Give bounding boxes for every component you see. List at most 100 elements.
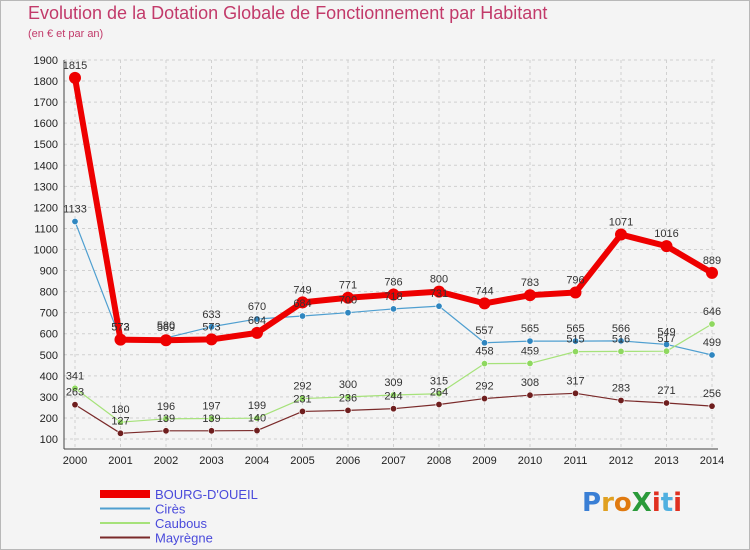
data-point-bourg-d-oueil <box>205 333 218 346</box>
data-point-caubous <box>662 347 670 355</box>
data-label-cir-s: 565 <box>566 323 584 335</box>
data-label-caubous: 516 <box>612 333 630 345</box>
y-tick-label: 1000 <box>34 245 58 257</box>
data-label-bourg-d-oueil: 786 <box>384 277 402 289</box>
data-label-cir-s: 1133 <box>63 203 87 215</box>
data-label-bourg-d-oueil: 744 <box>475 285 493 297</box>
data-label-mayr-gne: 271 <box>657 385 675 397</box>
data-point-cir-s <box>208 323 216 331</box>
data-label-mayr-gne: 308 <box>521 377 539 389</box>
data-point-mayr-gne <box>71 401 79 409</box>
data-label-bourg-d-oueil: 572 <box>111 322 129 334</box>
data-point-mayr-gne <box>117 429 125 437</box>
y-tick-label: 600 <box>40 329 58 341</box>
data-label-mayr-gne: 127 <box>111 415 129 427</box>
data-label-caubous: 199 <box>248 400 266 412</box>
data-point-mayr-gne <box>480 395 488 403</box>
x-tick-label: 2007 <box>381 455 405 467</box>
data-point-caubous <box>71 384 79 392</box>
data-label-caubous: 292 <box>293 381 311 393</box>
logo-letter: o <box>613 488 632 518</box>
data-label-mayr-gne: 283 <box>612 382 630 394</box>
x-tick-label: 2009 <box>472 455 496 467</box>
x-tick-label: 2010 <box>518 455 542 467</box>
data-label-bourg-d-oueil: 800 <box>430 274 448 286</box>
data-point-bourg-d-oueil <box>706 266 718 279</box>
data-label-cir-s: 566 <box>612 323 630 335</box>
y-tick-label: 1300 <box>34 181 58 193</box>
data-point-bourg-d-oueil <box>660 240 673 253</box>
data-label-mayr-gne: 264 <box>430 386 448 398</box>
y-tick-label: 700 <box>40 308 58 320</box>
x-tick-label: 2013 <box>654 455 678 467</box>
data-point-mayr-gne <box>708 402 716 410</box>
data-point-mayr-gne <box>162 427 170 435</box>
data-label-caubous: 315 <box>430 376 448 388</box>
data-point-mayr-gne <box>662 399 670 407</box>
y-tick-label: 200 <box>40 413 58 425</box>
y-tick-label: 400 <box>40 371 58 383</box>
data-label-cir-s: 565 <box>521 323 539 335</box>
data-point-caubous <box>117 418 125 426</box>
data-label-caubous: 197 <box>202 401 220 413</box>
data-label-cir-s: 718 <box>384 291 402 303</box>
data-label-caubous: 196 <box>157 401 175 413</box>
data-point-mayr-gne <box>435 400 443 408</box>
data-point-caubous <box>617 347 625 355</box>
data-label-mayr-gne: 140 <box>248 413 266 425</box>
data-label-bourg-d-oueil: 771 <box>339 280 357 292</box>
data-point-cir-s <box>526 337 534 345</box>
data-label-cir-s: 684 <box>293 298 311 310</box>
data-point-caubous <box>298 395 306 403</box>
data-point-caubous <box>708 320 716 328</box>
data-point-bourg-d-oueil <box>615 228 627 241</box>
y-axis-ticks: 100 200 300 400 500 600 700 800 900 1000 1100 1200 1… <box>34 55 58 446</box>
data-point-cir-s <box>571 337 579 345</box>
data-point-cir-s <box>71 217 79 225</box>
data-point-cir-s <box>389 305 397 313</box>
x-tick-label: 2003 <box>199 455 223 467</box>
y-tick-label: 1800 <box>34 76 58 88</box>
y-tick-label: 1600 <box>34 118 58 130</box>
data-label-bourg-d-oueil: 749 <box>293 284 311 296</box>
y-tick-label: 900 <box>40 266 58 278</box>
x-tick-label: 2004 <box>245 455 269 467</box>
data-label-caubous: 517 <box>657 333 675 345</box>
x-tick-label: 2014 <box>700 455 724 467</box>
data-label-caubous: 341 <box>66 370 84 382</box>
x-tick-label: 2001 <box>108 455 132 467</box>
data-point-bourg-d-oueil <box>524 289 536 302</box>
x-tick-label: 2011 <box>564 455 588 467</box>
x-tick-label: 2008 <box>427 455 451 467</box>
data-point-caubous <box>571 348 579 356</box>
chart-title: Evolution de la Dotation Globale de Fonc… <box>28 3 548 23</box>
y-tick-label: 1100 <box>34 223 58 235</box>
data-label-mayr-gne: 292 <box>475 381 493 393</box>
data-point-bourg-d-oueil <box>251 326 263 339</box>
y-tick-label: 300 <box>40 392 58 404</box>
data-point-cir-s <box>617 337 625 345</box>
x-tick-label: 2012 <box>609 455 633 467</box>
data-point-bourg-d-oueil <box>433 285 445 298</box>
data-label-caubous: 180 <box>111 404 129 416</box>
x-axis-ticks: 2000 2001 2002 2003 2004 2005 2006 2007 2008 2009… <box>63 455 724 467</box>
data-label-cir-s: 700 <box>339 295 357 307</box>
data-label-bourg-d-oueil: 573 <box>202 321 220 333</box>
data-point-caubous <box>208 415 216 423</box>
data-label-cir-s: 557 <box>475 325 493 337</box>
x-tick-label: 2002 <box>154 455 178 467</box>
data-point-mayr-gne <box>298 407 306 415</box>
data-label-caubous: 458 <box>475 346 493 358</box>
data-label-bourg-d-oueil: 796 <box>566 274 584 286</box>
data-point-cir-s <box>708 351 716 359</box>
data-label-caubous: 459 <box>521 345 539 357</box>
y-tick-label: 1400 <box>34 160 58 172</box>
data-point-caubous <box>435 390 443 398</box>
data-labels-layer: 1133 573 580 633 670 684 700 718 731 557 565 565 566… <box>63 60 721 427</box>
data-label-bourg-d-oueil: 783 <box>521 277 539 289</box>
data-point-mayr-gne <box>389 405 397 413</box>
data-point-cir-s <box>480 339 488 347</box>
data-point-mayr-gne <box>617 396 625 404</box>
data-point-mayr-gne <box>208 427 216 435</box>
